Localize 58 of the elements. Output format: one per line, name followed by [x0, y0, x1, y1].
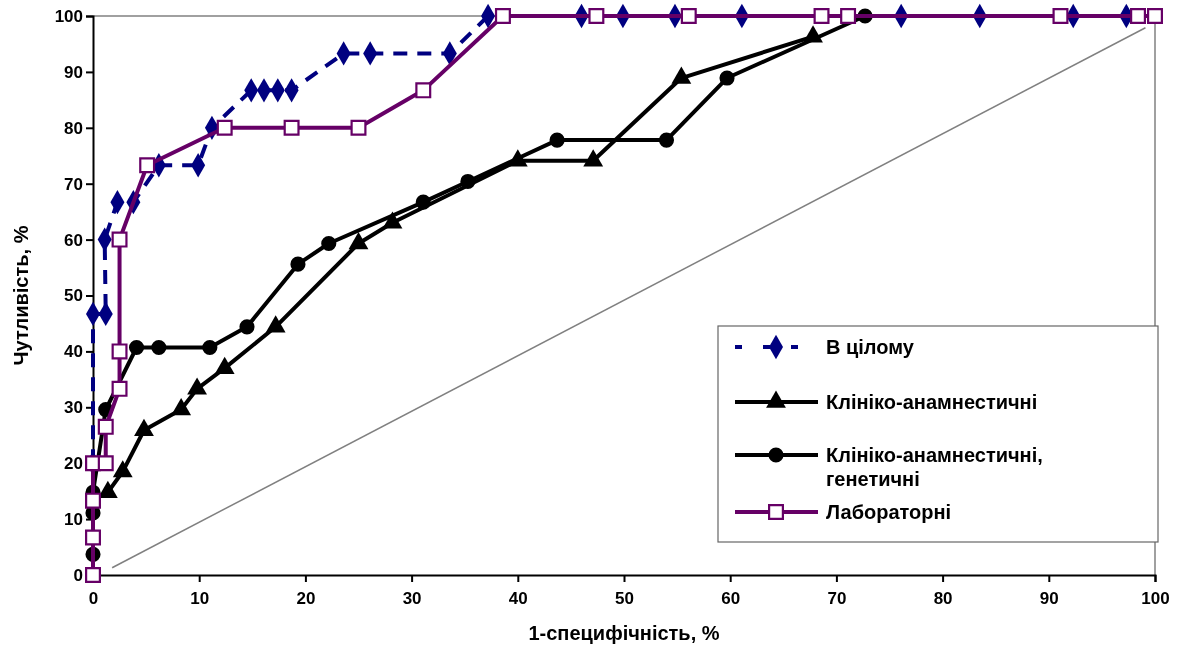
y-tick-label: 80: [64, 118, 83, 138]
y-tick-label: 10: [64, 510, 83, 530]
x-tick-label: 40: [508, 588, 528, 608]
point: [139, 157, 156, 174]
point: [85, 492, 101, 509]
legend-label: Лабораторні: [826, 501, 952, 523]
x-tick-label: 90: [1039, 588, 1059, 608]
legend-label: Клініко-анамнестичні, генетичні: [826, 444, 1043, 490]
point: [1130, 8, 1146, 24]
x-tick-label: 70: [827, 588, 847, 608]
point: [415, 194, 431, 210]
y-axis-title: Чутливість, %: [10, 225, 32, 366]
point: [151, 339, 167, 356]
x-tick-label: 80: [933, 588, 953, 608]
point: [494, 8, 511, 24]
x-tick-label: 50: [615, 588, 634, 608]
point: [840, 8, 857, 24]
point: [680, 8, 697, 24]
point: [290, 256, 306, 272]
y-tick-label: 60: [64, 230, 83, 250]
point: [283, 119, 300, 136]
legend-label: В цілому: [826, 336, 915, 358]
point: [549, 132, 565, 148]
y-tick-label: 100: [54, 6, 83, 26]
point: [111, 380, 128, 397]
point: [128, 339, 145, 356]
y-tick-label: 70: [64, 174, 83, 194]
point: [719, 70, 735, 86]
point: [658, 132, 675, 148]
y-tick-label: 90: [64, 62, 83, 82]
x-tick-label: 100: [1141, 588, 1170, 608]
x-tick-label: 0: [88, 588, 99, 608]
point: [321, 235, 337, 252]
y-tick-label: 40: [64, 342, 83, 362]
legend-label: Клініко-анамнестичні: [826, 391, 1038, 413]
x-tick-label: 30: [402, 588, 422, 608]
y-tick-label: 50: [64, 286, 83, 306]
point: [111, 343, 128, 360]
point: [85, 529, 101, 546]
x-tick-label: 20: [296, 588, 316, 608]
point: [111, 231, 128, 248]
point: [97, 455, 114, 472]
point: [202, 339, 218, 356]
point: [415, 82, 432, 99]
point: [216, 119, 233, 136]
point: [97, 418, 114, 435]
y-tick-label: 20: [64, 454, 83, 474]
x-axis-title: 1-специфічність, %: [528, 622, 720, 644]
x-tick-label: 60: [721, 588, 741, 608]
point: [239, 319, 255, 335]
point: [350, 119, 367, 136]
point: [460, 173, 476, 190]
y-tick-label: 30: [64, 398, 83, 418]
point: [1052, 8, 1069, 24]
point: [813, 8, 830, 24]
x-tick-label: 10: [190, 588, 210, 608]
y-tick-label: 0: [73, 565, 83, 585]
point: [588, 8, 605, 24]
